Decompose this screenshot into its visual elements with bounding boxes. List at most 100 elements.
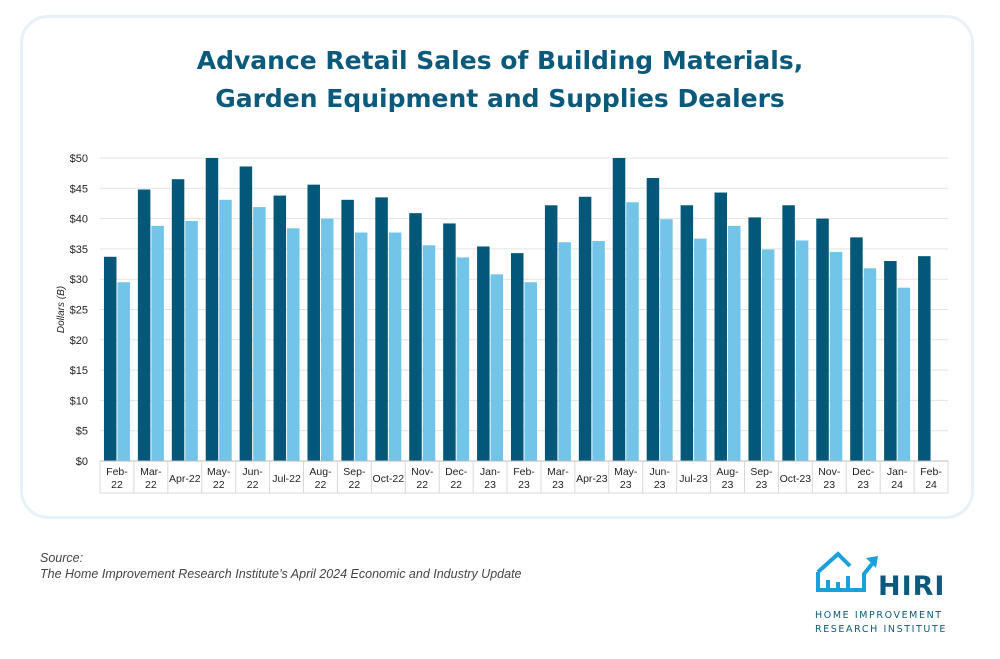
source-label: Source: — [40, 551, 84, 565]
x-tick-label: Sep- — [343, 466, 366, 478]
bar-secondary-May-22 — [219, 199, 232, 461]
x-tick-label: Oct-23 — [780, 473, 812, 485]
bar-primary-May-23 — [612, 158, 626, 461]
x-tick-label: Dec- — [445, 466, 468, 478]
bar-primary-Apr-22 — [171, 179, 185, 461]
x-tick-label: Jan- — [480, 466, 501, 478]
bar-secondary-Aug-22 — [320, 218, 334, 461]
x-tick-label: Jun- — [649, 466, 670, 478]
bar-secondary-May-23 — [626, 202, 639, 461]
x-tick-label: Jun- — [242, 466, 263, 478]
source-note: Source: The Home Improvement Research In… — [40, 550, 522, 582]
y-tick-label: $15 — [70, 365, 88, 377]
x-tick-label: 22 — [213, 479, 225, 491]
x-tick-label: Oct-22 — [373, 473, 405, 485]
x-tick-label: Nov- — [411, 466, 434, 478]
chart-title-line-2: Garden Equipment and Supplies Dealers — [215, 84, 785, 113]
bar-primary-Oct-23 — [782, 205, 795, 461]
y-tick-label: $40 — [70, 214, 88, 226]
bar-secondary-Jan-24 — [897, 287, 911, 461]
x-tick-label: 22 — [111, 479, 123, 491]
bar-secondary-Nov-23 — [829, 251, 843, 461]
bar-primary-Aug-22 — [307, 184, 320, 461]
bar-primary-Dec-23 — [850, 237, 863, 461]
x-tick-label: Feb- — [513, 466, 535, 478]
bar-primary-Jun-23 — [646, 177, 660, 462]
x-tick-label: Mar- — [140, 466, 162, 478]
x-tick-label: 23 — [552, 479, 564, 491]
bar-primary-Dec-22 — [443, 223, 456, 461]
x-tick-label: Aug- — [309, 466, 332, 478]
bar-primary-Sep-23 — [748, 217, 761, 461]
x-tick-label: Apr-22 — [169, 473, 201, 485]
x-tick-label: Jul-22 — [272, 473, 301, 485]
x-tick-label: Jul-23 — [679, 473, 708, 485]
bar-secondary-Mar-22 — [151, 225, 164, 461]
x-tick-label: May- — [614, 466, 638, 478]
x-tick-label: 23 — [722, 479, 734, 491]
bar-primary-Nov-22 — [409, 213, 422, 461]
x-tick-label: Feb- — [920, 466, 942, 478]
bar-primary-Nov-23 — [816, 218, 829, 461]
bar-secondary-Apr-22 — [185, 221, 198, 461]
x-tick-label: 24 — [891, 479, 903, 491]
bar-secondary-Dec-22 — [456, 257, 470, 461]
x-tick-label: 22 — [416, 479, 428, 491]
bar-primary-Mar-22 — [137, 189, 151, 461]
bar-secondary-Jan-23 — [490, 274, 504, 461]
x-tick-label: Feb- — [106, 466, 128, 478]
bar-secondary-Dec-23 — [863, 268, 877, 461]
bar-primary-Apr-23 — [578, 196, 592, 461]
x-tick-label: 23 — [756, 479, 768, 491]
bar-primary-Oct-22 — [375, 197, 388, 461]
x-tick-label: 23 — [484, 479, 496, 491]
bar-primary-Mar-23 — [544, 205, 558, 461]
bar-primary-Jan-23 — [477, 246, 490, 461]
bar-secondary-Mar-23 — [558, 242, 571, 461]
hiri-logo: HIRI HOME IMPROVEMENT RESEARCH INSTITUTE — [812, 548, 962, 638]
source-text: The Home Improvement Research Institute’… — [40, 567, 522, 581]
y-tick-label: $20 — [70, 335, 88, 347]
x-tick-label: 23 — [620, 479, 632, 491]
bar-secondary-Feb-23 — [524, 282, 537, 461]
x-tick-label: Jan- — [887, 466, 908, 478]
house-chart-arrow-icon — [816, 551, 878, 592]
bar-primary-May-22 — [205, 158, 219, 461]
x-tick-label: 22 — [450, 479, 462, 491]
x-tick-label: Sep- — [750, 466, 773, 478]
bar-secondary-Oct-23 — [795, 240, 809, 461]
x-tick-label: 23 — [654, 479, 666, 491]
y-tick-label: $0 — [76, 456, 88, 468]
bar-primary-Feb-23 — [511, 253, 524, 461]
y-tick-label: $50 — [70, 153, 88, 165]
bar-primary-Jul-22 — [273, 195, 287, 461]
bar-primary-Sep-22 — [341, 199, 354, 461]
y-tick-label: $5 — [76, 426, 88, 438]
x-tick-label: 22 — [145, 479, 157, 491]
bar-secondary-Nov-22 — [422, 245, 436, 461]
bar-secondary-Jun-22 — [253, 207, 266, 461]
bar-secondary-Aug-23 — [728, 225, 741, 461]
chart-title-line-1: Advance Retail Sales of Building Materia… — [196, 46, 804, 75]
logo-line-1: HOME IMPROVEMENT — [815, 610, 943, 621]
y-tick-label: $10 — [70, 395, 88, 407]
y-tick-label: $30 — [70, 274, 88, 286]
x-tick-label: 22 — [349, 479, 361, 491]
x-tick-label: Dec- — [852, 466, 875, 478]
bar-secondary-Apr-23 — [592, 241, 605, 461]
bar-secondary-Jul-23 — [694, 238, 707, 461]
x-tick-label: 23 — [857, 479, 869, 491]
x-tick-label: 22 — [247, 479, 259, 491]
logo-wordmark: HIRI — [878, 571, 946, 602]
x-tick-label: 23 — [518, 479, 530, 491]
x-tick-label: Nov- — [818, 466, 841, 478]
bar-secondary-Sep-22 — [354, 232, 368, 461]
bar-secondary-Jul-22 — [287, 228, 300, 461]
bar-primary-Feb-22 — [103, 256, 117, 461]
x-tick-label: Aug- — [716, 466, 739, 478]
bar-primary-Jan-24 — [884, 261, 897, 461]
bar-primary-Aug-23 — [714, 192, 728, 462]
chart-title: Advance Retail Sales of Building Materia… — [0, 42, 1000, 118]
logo-line-2: RESEARCH INSTITUTE — [815, 624, 947, 635]
